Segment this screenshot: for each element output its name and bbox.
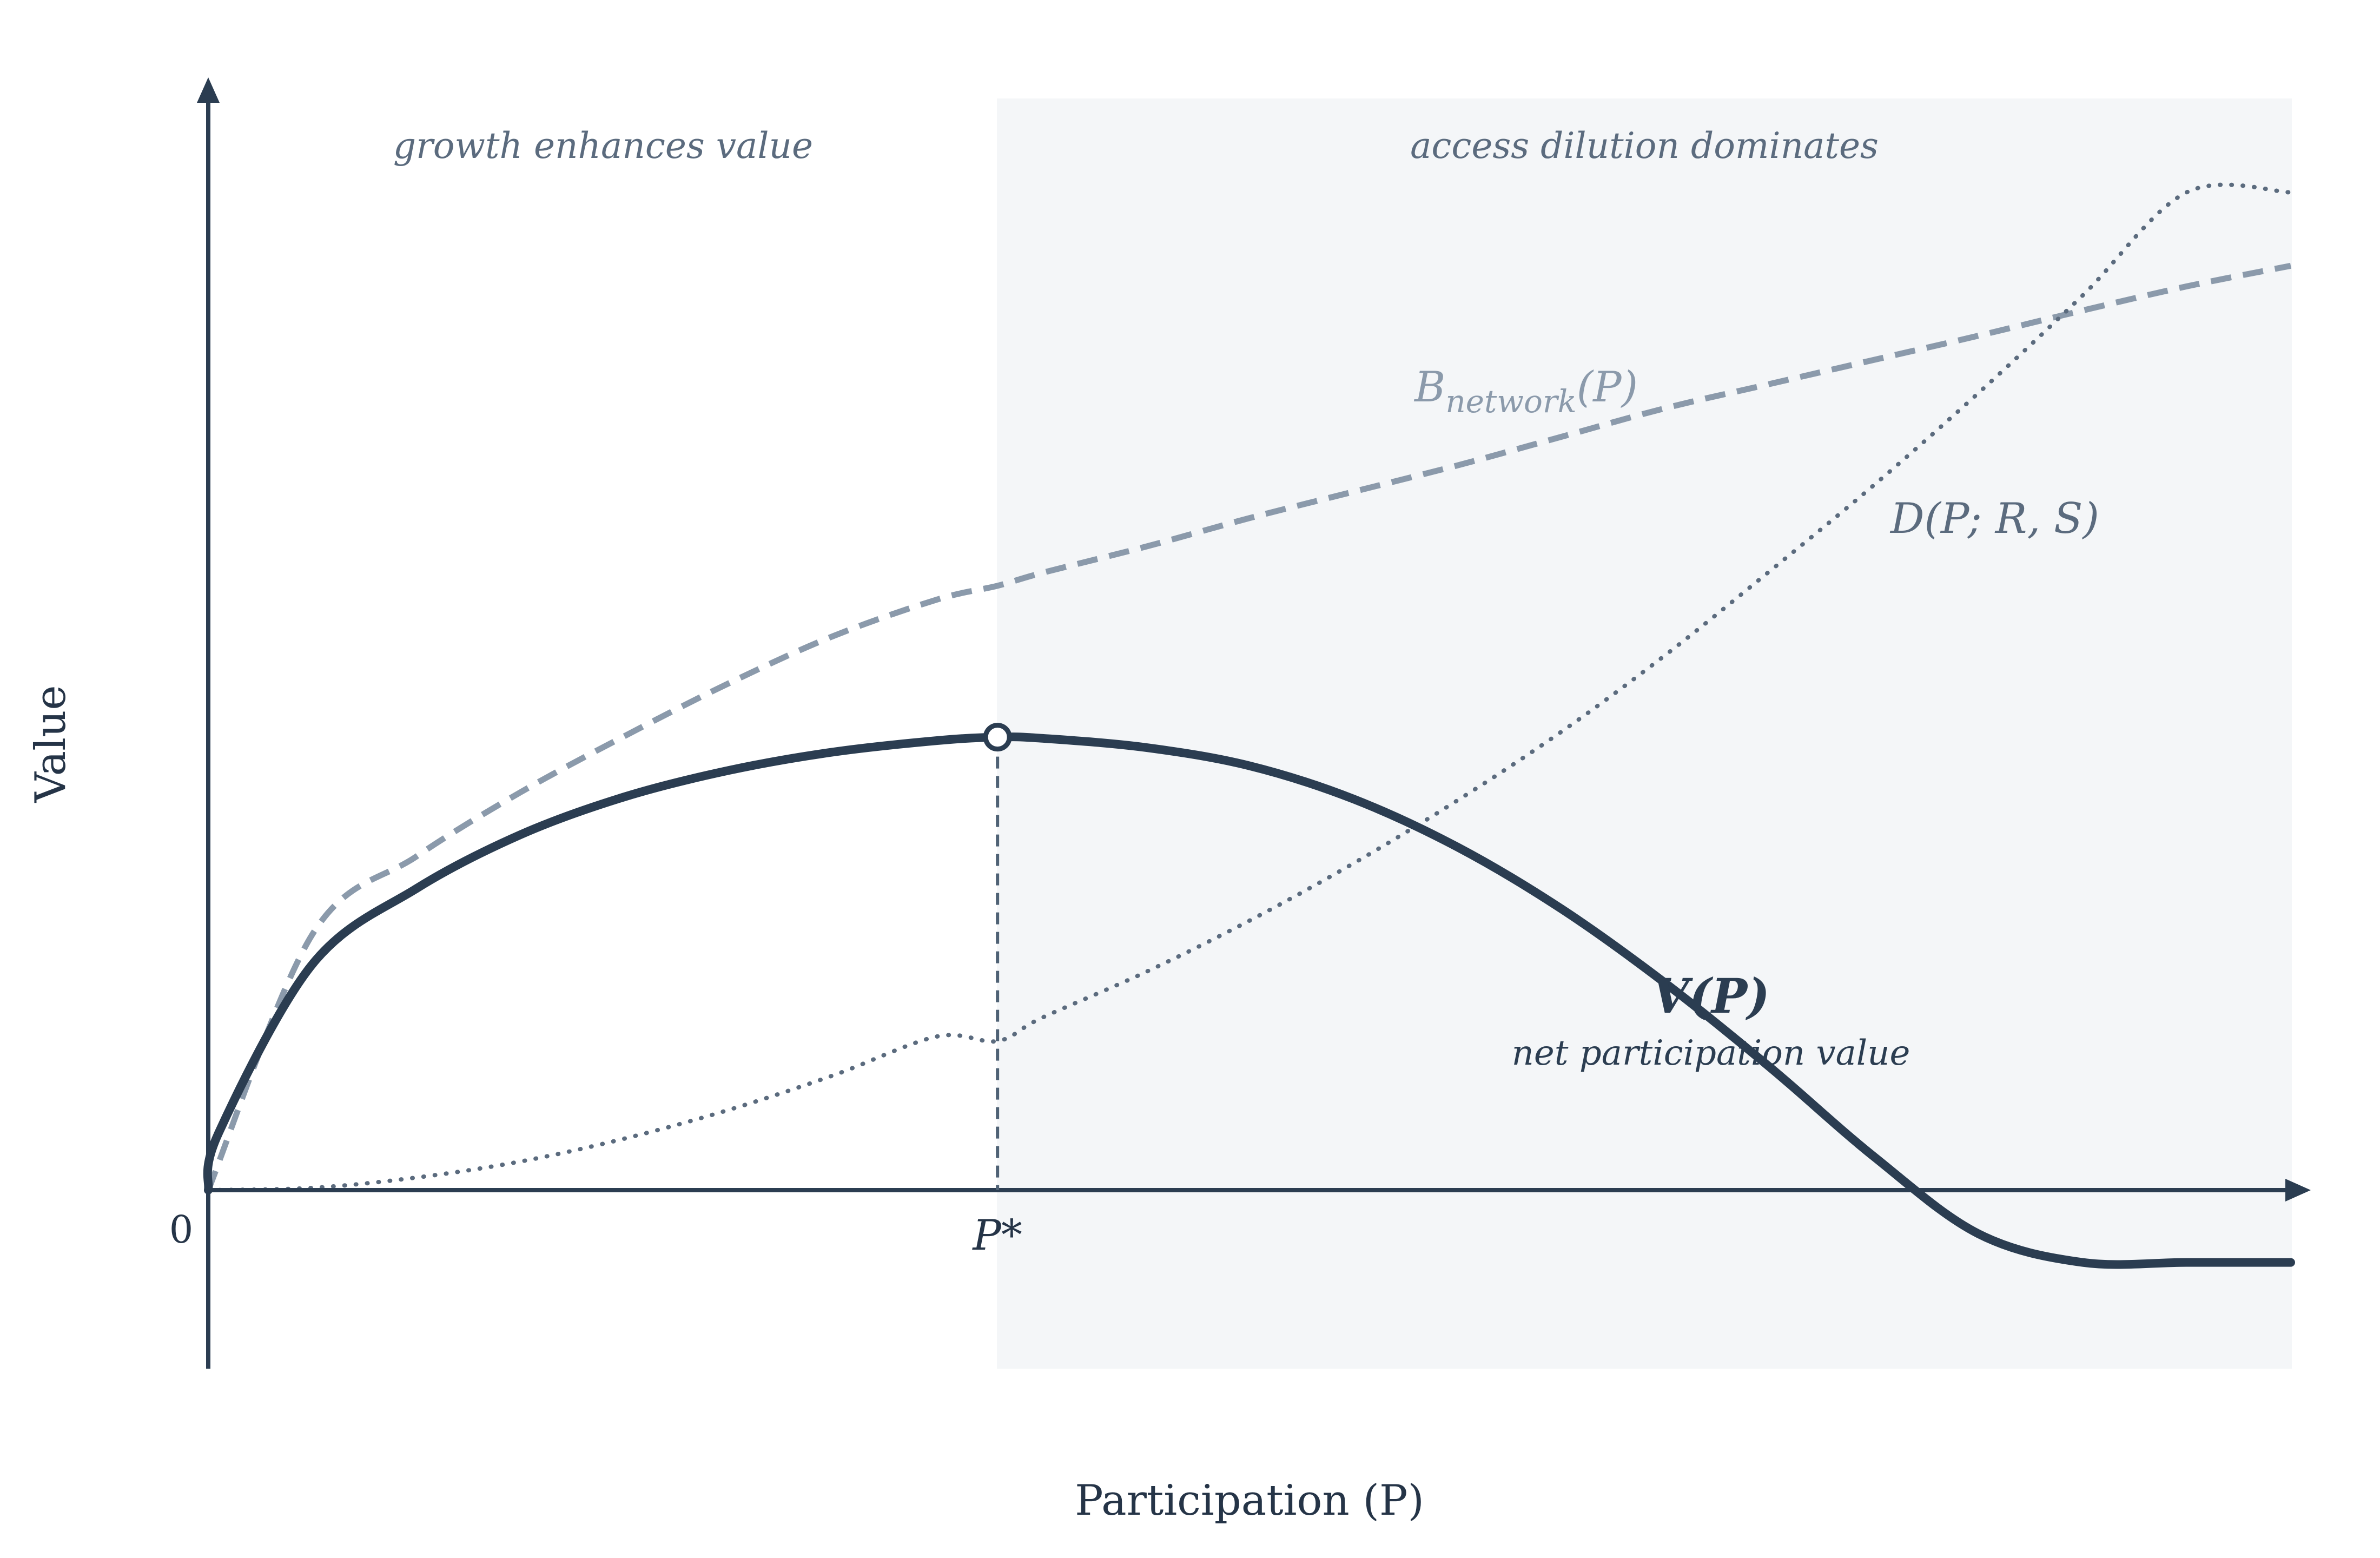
- series-layer: [203, 182, 2295, 1269]
- region-label-growth: growth enhances value: [393, 125, 813, 167]
- series-label-dilution: D(P; R, S): [1889, 494, 2099, 543]
- optimum-marker: [983, 723, 1012, 752]
- y-axis-title: Value: [27, 685, 75, 803]
- y-axis-arrowhead: [197, 77, 220, 103]
- series-line-value: [203, 732, 2295, 1269]
- series-line-dilution: [206, 182, 2293, 1192]
- series-label-value: V(P): [1652, 968, 1770, 1024]
- series-label-benefit-main: B: [1413, 363, 1445, 412]
- region-label-dilution: access dilution dominates: [1410, 125, 1879, 167]
- optimum-tick-label: P*: [971, 1211, 1022, 1260]
- shaded-region-dilution: [997, 98, 2292, 1369]
- x-axis-title: Participation (P): [1075, 1476, 1424, 1525]
- series-label-benefit-tail: (P): [1577, 363, 1638, 412]
- series-line-benefit: [205, 262, 2292, 1192]
- series-label-benefit: Bnetwork(P): [1413, 363, 1638, 420]
- series-subtitle-value: net participation value: [1512, 1033, 1910, 1073]
- x-axis-arrowhead: [2285, 1179, 2311, 1201]
- origin-tick-label: 0: [169, 1207, 194, 1252]
- series-label-benefit-sub: network: [1445, 383, 1576, 420]
